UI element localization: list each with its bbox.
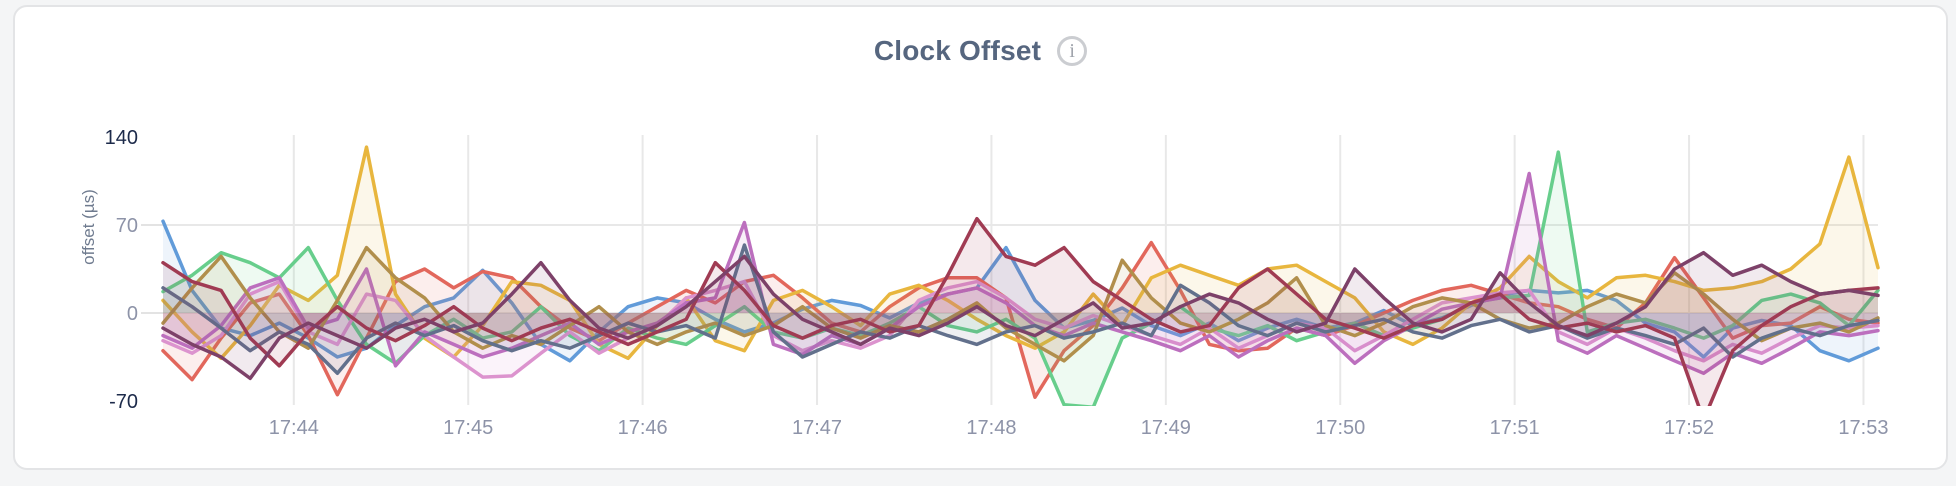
series-series-9 — [161, 216, 1880, 406]
series-lines — [161, 145, 1880, 406]
series-line — [161, 216, 1880, 406]
x-tick-label: 17:52 — [1664, 417, 1714, 439]
series-area — [163, 252, 1878, 379]
chart-title: Clock Offset — [873, 35, 1042, 66]
series-area — [163, 152, 1878, 406]
chart-header: Clock Offset i — [15, 35, 1946, 67]
series-area — [163, 221, 1878, 361]
y-tick-label: 70 — [116, 215, 138, 237]
series-area — [163, 245, 1878, 374]
x-tick-label: 17:47 — [792, 417, 842, 439]
axis-labels: 17:44 17:45 17:46 17:47 17:48 17:49 17:50 17:51… — [105, 127, 1889, 439]
series-area — [163, 281, 1878, 378]
x-tick-label: 17:44 — [269, 417, 319, 439]
y-tick-label: 140 — [105, 127, 138, 149]
y-tick-label: 0 — [127, 303, 138, 325]
series-series-10 — [161, 250, 1880, 381]
series-area — [163, 242, 1878, 398]
x-tick-label: 17:50 — [1315, 417, 1365, 439]
x-tick-label: 17:53 — [1838, 417, 1888, 439]
series-series-5 — [161, 279, 1880, 379]
series-series-2 — [161, 240, 1880, 399]
series-area — [163, 218, 1878, 406]
x-tick-label: 17:51 — [1490, 417, 1540, 439]
x-tick-label: 17:49 — [1141, 417, 1191, 439]
series-line — [161, 250, 1880, 381]
info-circle-icon[interactable]: i — [1057, 36, 1088, 66]
x-tick-label: 17:48 — [966, 417, 1016, 439]
series-series-1 — [161, 219, 1880, 363]
x-tick-label: 17:46 — [618, 417, 668, 439]
series-line — [161, 279, 1880, 379]
series-line — [161, 219, 1880, 363]
series-line — [161, 171, 1880, 376]
series-line — [161, 240, 1880, 399]
x-tick-label: 17:45 — [443, 417, 493, 439]
y-tick-label: -70 — [109, 391, 138, 413]
